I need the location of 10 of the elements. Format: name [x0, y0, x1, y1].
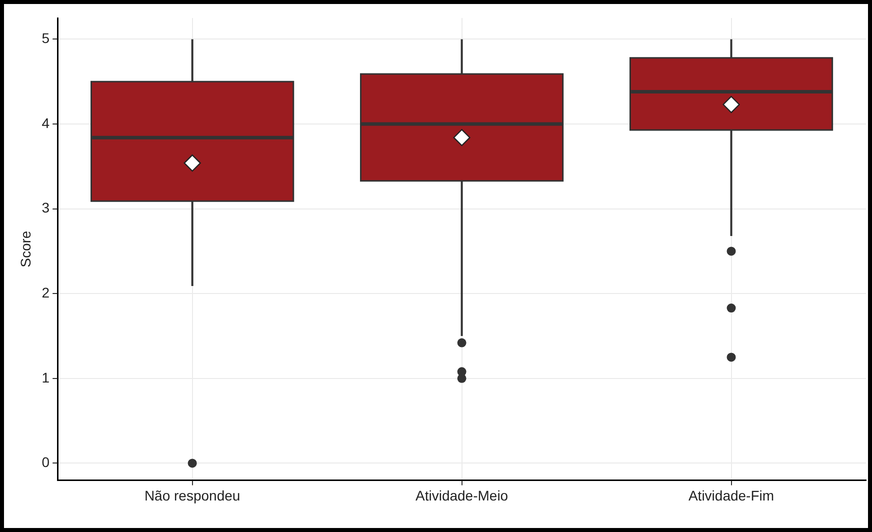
x-tick-label: Atividade-Fim: [688, 487, 774, 504]
y-tick-label: 2: [42, 284, 50, 300]
y-axis-title: Score: [17, 230, 34, 268]
y-tick-label: 5: [42, 30, 50, 46]
y-tick-label: 1: [42, 369, 50, 386]
x-tick-label: Não respondeu: [144, 487, 240, 504]
x-tick-label: Atividade-Meio: [415, 487, 508, 504]
y-tick-label: 3: [42, 200, 50, 216]
y-tick-label: 4: [42, 114, 50, 131]
y-tick-label: 0: [42, 454, 50, 470]
